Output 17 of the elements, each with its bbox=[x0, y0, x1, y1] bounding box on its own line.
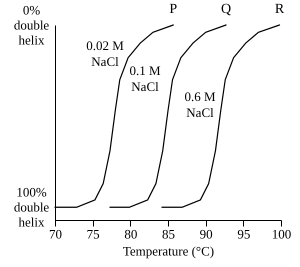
x-tick-label: 85 bbox=[162, 226, 175, 242]
line-series bbox=[161, 24, 280, 208]
series-label: R bbox=[274, 2, 285, 17]
series-label: P bbox=[169, 2, 178, 17]
x-tick-label: 70 bbox=[49, 226, 62, 242]
annotation: 0.02 M NaCl bbox=[86, 38, 124, 69]
x-tick-label: 100 bbox=[272, 226, 292, 242]
y-tick-label: 100% double helix bbox=[14, 184, 50, 230]
x-tick-label: 75 bbox=[86, 226, 100, 242]
x-tick-label: 95 bbox=[237, 226, 250, 242]
x-tick-label: 80 bbox=[124, 226, 138, 242]
x-axis-title: Temperature (°C) bbox=[122, 244, 214, 258]
annotation: 0.6 M NaCl bbox=[184, 89, 216, 120]
y-tick-label: 0% double helix bbox=[14, 2, 50, 48]
x-tick-label: 90 bbox=[200, 226, 213, 242]
annotation: 0.1 M NaCl bbox=[129, 63, 161, 94]
series-label: Q bbox=[220, 2, 232, 17]
